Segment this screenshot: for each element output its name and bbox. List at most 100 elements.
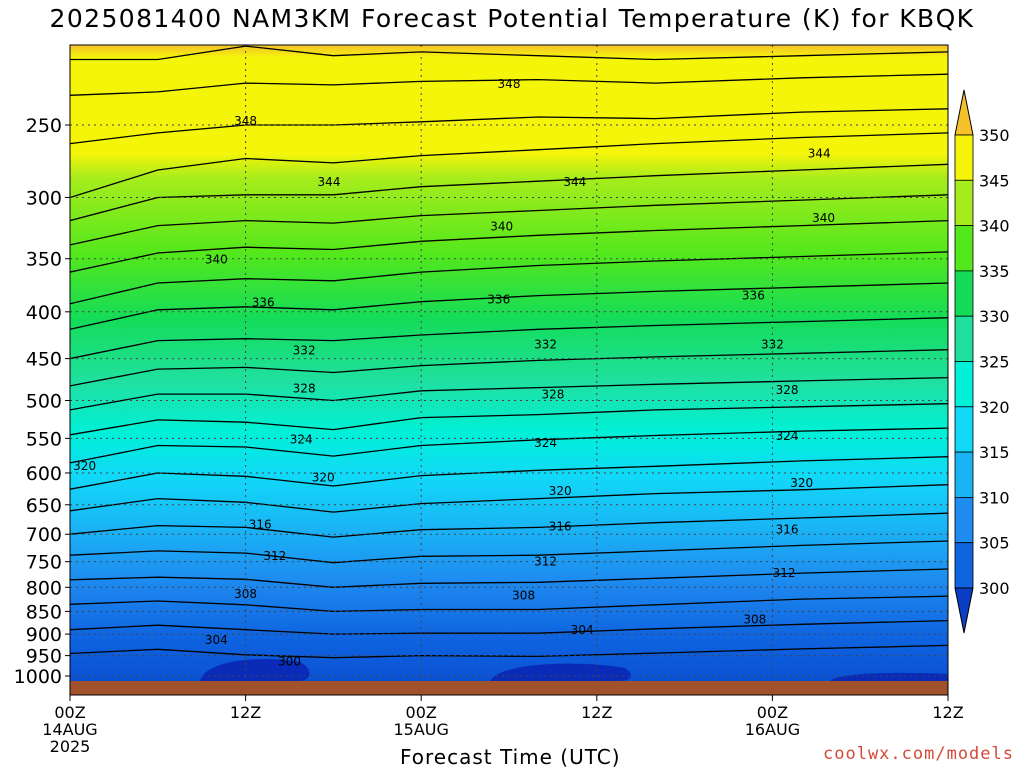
contour-fill-field [70,45,948,681]
contour-label: 332 [761,337,784,351]
contour-label: 328 [293,382,316,396]
contour-label: 336 [487,293,510,307]
contour-label: 304 [205,633,228,647]
colorbar-swatch [954,496,974,544]
y-tick-label: 350 [26,249,62,271]
colorbar-swatch [954,451,974,498]
x-tick-label: 12Z [932,703,963,722]
colorbar-label: 350 [979,126,1010,145]
isentrope-line [70,427,948,464]
contour-label: 328 [541,387,564,401]
y-tick-label: 650 [26,495,62,517]
contour-label: 344 [808,147,831,161]
y-tick-label: 950 [26,646,62,668]
contour-label: 328 [776,383,799,397]
isentrope-line [70,282,948,330]
colorbar-swatch [954,270,974,317]
y-tick-label: 400 [26,302,62,324]
contour-label: 320 [790,476,813,490]
colorbar-label: 305 [979,534,1010,553]
y-tick-label: 700 [26,524,62,546]
colorbar-swatch [954,315,974,362]
contour-label: 348 [498,77,521,91]
isentrope-line [70,512,948,538]
colorbar-label: 325 [979,353,1010,372]
contour-label: 340 [490,220,513,234]
contour-label: 344 [318,175,341,189]
grid-lines [70,45,948,681]
isentrope-line [70,251,948,305]
contour-label: 316 [249,517,272,531]
y-tick-label: 300 [26,187,62,209]
x-tick-label: 00Z [757,703,788,722]
contour-label: 340 [812,211,835,225]
contour-label: 336 [742,289,765,303]
y-tick-label: 250 [26,115,62,137]
colorbar: 350 345 340 335 330 325 320 315 310 305 300 [954,89,1010,634]
x-tick-label: 12Z [581,703,612,722]
colorbar-swatch [954,134,974,181]
plot-frame [69,44,949,696]
contour-label: 336 [252,296,275,310]
colorbar-label: 300 [979,579,1010,598]
colorbar-label: 340 [979,217,1010,236]
contour-label: 324 [776,429,799,443]
isentrope-line [70,349,948,387]
x-tick-label: 16AUG [745,720,800,739]
colorbar-swatch [954,542,974,589]
contour-label: 308 [512,589,535,603]
contour-label: 312 [773,566,796,580]
isentrope-line [70,163,948,222]
isentrope-line [70,219,948,273]
colorbar-swatch [954,361,974,408]
colorbar-extend-high [954,89,974,136]
contour-label: 312 [534,555,557,569]
y-axis-ticks: 2503003504004505005506006507007508008509… [14,115,70,688]
contour-label: 332 [534,337,557,351]
contour-label: 316 [776,523,799,537]
isentrope-line [70,376,948,411]
contour-label: 320 [312,470,335,484]
colorbar-swatch [954,406,974,453]
contour-label: 308 [743,612,766,626]
y-tick-label: 500 [26,391,62,413]
x-tick-label: 12Z [230,703,261,722]
colorbar-label: 345 [979,171,1010,190]
isentrope-line [70,132,948,199]
isentrope-line [70,484,948,513]
y-tick-label: 750 [26,552,62,574]
contour-label: 312 [263,549,286,563]
x-tick-label: 00Z [406,703,437,722]
y-tick-label: 1000 [14,666,62,688]
chart-title: 2025081400 NAM3KM Forecast Potential Tem… [49,4,975,33]
y-tick-label: 550 [26,428,62,450]
contour-label: 308 [234,587,257,601]
colorbar-label: 320 [979,398,1010,417]
contour-label: 324 [290,432,313,446]
colorbar-label: 330 [979,307,1010,326]
isentrope-lines [70,45,948,659]
x-tick-label: 00Z [54,703,85,722]
x-axis-label: Forecast Time (UTC) [400,745,621,769]
y-tick-label: 600 [26,463,62,485]
contour-label: 320 [549,484,572,498]
contour-label: 340 [205,253,228,267]
colorbar-swatch [954,225,974,272]
contour-label: 332 [293,344,316,358]
isentrope-line [70,317,948,360]
x-tick-label: 14AUG [42,720,97,739]
colorbar-extend-low [954,587,974,634]
cold-pool-2 [490,663,632,681]
isentrope-line [70,644,948,659]
y-tick-label: 850 [26,601,62,623]
contour-label: 348 [234,114,257,128]
isentrope-line [70,568,948,588]
contour-labels: 348 348 344 344 344 340 340 340 336 336 336 332 332 3… [73,77,835,668]
isentrope-line [70,108,948,145]
colorbar-label: 335 [979,262,1010,281]
contour-label: 344 [563,175,586,189]
colorbar-label: 310 [979,488,1010,507]
y-tick-label: 450 [26,349,62,371]
